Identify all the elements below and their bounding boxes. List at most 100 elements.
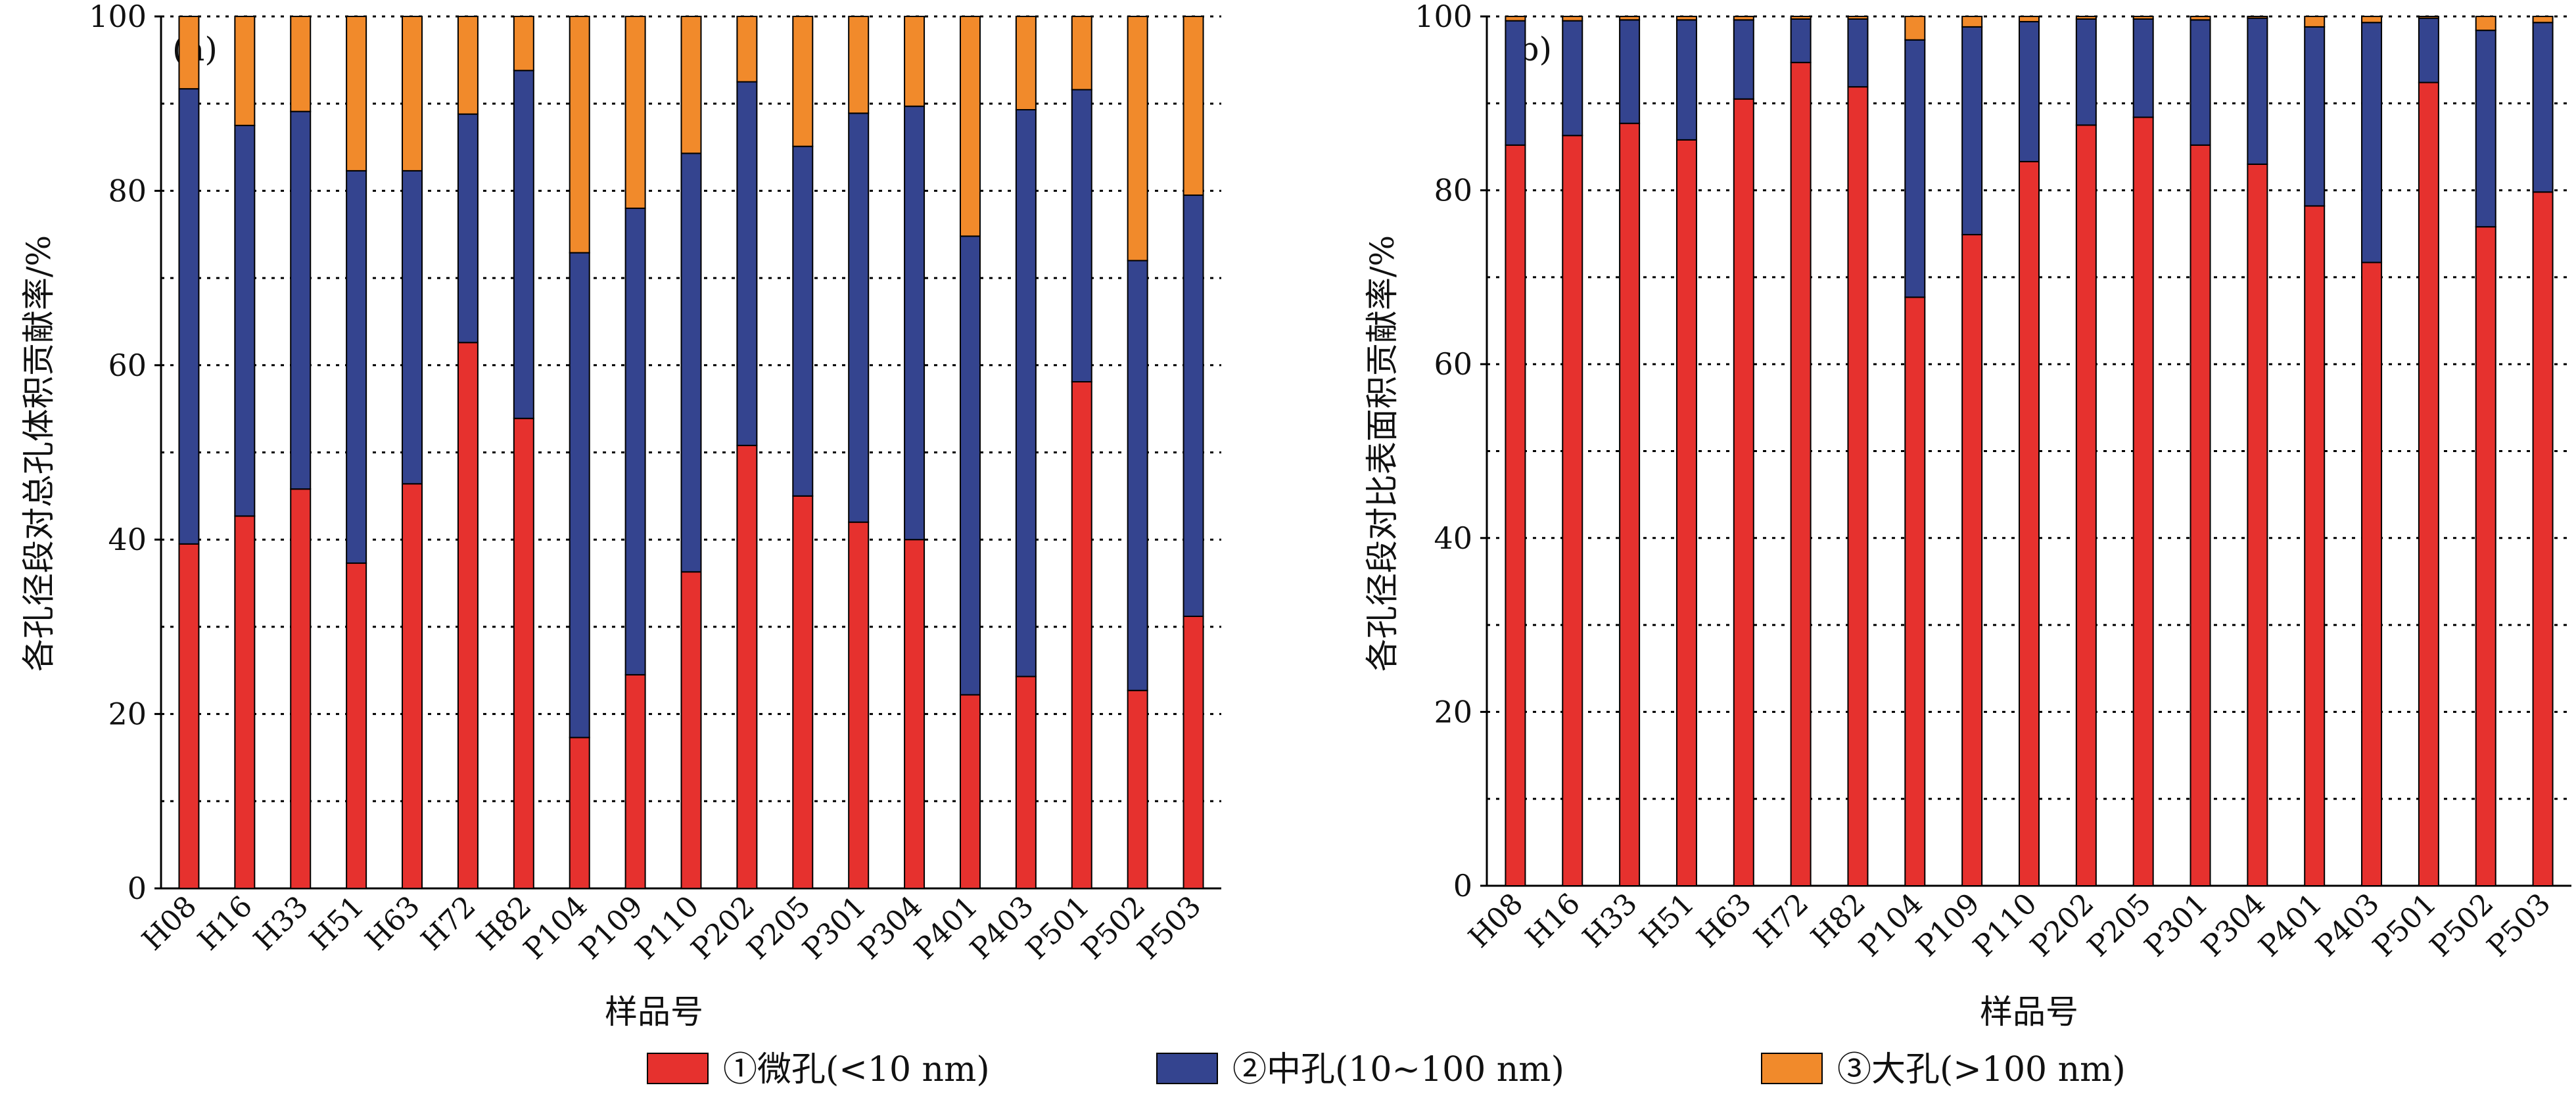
panel-b-bar-P202-series-2 (2075, 18, 2097, 126)
panel-b-bar-P202-series-1 (2075, 124, 2097, 886)
panel-a-bar-H16-series-3 (234, 16, 256, 126)
panel-b-bar-P110-series-1 (2019, 160, 2040, 886)
panel-a-x-tick-label: P304 (852, 890, 928, 966)
chart-panel-a: (a) 样品号 各孔径段对总孔体积贡献率/% 020406080100H08H1… (20, 0, 1221, 1031)
panel-a-bar-H72-series-1 (457, 342, 479, 889)
panel-b-bar-H51-series-3 (1675, 16, 1697, 21)
panel-b-bar-P109-series-3 (1961, 16, 1983, 28)
panel-b-bar-H33-series-2 (1619, 19, 1641, 124)
panel-a-x-tick-label: P110 (629, 890, 705, 966)
panel-b-bar-P403-series-3 (2361, 16, 2383, 24)
chart-legend: ①微孔(<10 nm) ②中孔(10~100 nm) ③大孔(>100 nm) (647, 1050, 2126, 1089)
panel-b-bar-P501-series-1 (2418, 81, 2439, 887)
panel-b-bar-P304-series-2 (2247, 17, 2268, 165)
panel-a-bar-P403-series-1 (1015, 675, 1037, 889)
panel-b-y-tick-label: 20 (1434, 694, 1472, 729)
panel-a-bar-P501-series-3 (1071, 16, 1092, 91)
panel-b-bar-H08-series-2 (1505, 20, 1526, 146)
panel-a-bar-H63-series-1 (402, 483, 423, 889)
panel-b-bar-H72-series-1 (1790, 62, 1812, 886)
panel-b-x-tick-label: H72 (1748, 887, 1815, 955)
panel-b-y-tick-label: 60 (1434, 346, 1472, 382)
panel-a-bar-P202-series-1 (736, 444, 758, 889)
panel-b-bar-P304-series-3 (2247, 16, 2268, 19)
panel-b-x-tick-label: H51 (1633, 887, 1701, 955)
panel-b-y-tick-label: 0 (1453, 868, 1472, 904)
panel-b-bar-P501-series-3 (2418, 16, 2439, 19)
panel-a-y-tick-label: 40 (108, 522, 147, 557)
panel-a-x-tick-label: P109 (573, 890, 649, 966)
legend-label-macropore: ③大孔(>100 nm) (1837, 1050, 2126, 1089)
panel-b-x-tick-label: P304 (2195, 887, 2272, 963)
panel-b-bar-H63-series-1 (1733, 98, 1754, 886)
panel-b-bar-H63-series-3 (1733, 16, 1754, 21)
panel-b-x-tick-label: P104 (1853, 887, 1929, 963)
panel-b-bar-H51-series-2 (1675, 19, 1697, 141)
panel-a-bar-H82-series-3 (513, 16, 534, 72)
legend-swatch-macropore (1761, 1053, 1823, 1084)
panel-a-bar-P109-series-2 (624, 207, 646, 675)
panel-b-bar-H08-series-3 (1505, 16, 1526, 22)
panel-a-bar-H51-series-2 (346, 170, 367, 564)
panel-b-x-tick-label: H16 (1519, 887, 1587, 955)
panel-b-bar-H72-series-3 (1790, 16, 1812, 20)
panel-b-x-tick-label: H33 (1576, 887, 1644, 955)
panel-b-bar-H51-series-1 (1675, 139, 1697, 887)
panel-b-bar-H63-series-2 (1733, 19, 1754, 100)
panel-b-bar-P503-series-3 (2532, 16, 2554, 24)
panel-b-bar-P110-series-2 (2019, 20, 2040, 162)
panel-b-x-tick-label: P501 (2366, 887, 2443, 963)
panel-b-x-tick-label: H63 (1691, 887, 1758, 955)
panel-a-bar-P104-series-2 (569, 252, 590, 739)
panel-b-y-tick-label: 100 (1415, 0, 1472, 34)
panel-a-bar-P502-series-1 (1127, 689, 1148, 889)
panel-b-bar-P401-series-2 (2304, 26, 2326, 207)
panel-b-bar-P503-series-1 (2532, 191, 2554, 887)
panel-a-bar-H33-series-1 (290, 488, 312, 889)
panel-a-bar-P205-series-1 (792, 495, 814, 889)
panel-a-y-tick-label: 60 (108, 348, 147, 383)
panel-b-x-tick-label: P109 (1910, 887, 1986, 963)
panel-a-bar-P401-series-1 (959, 694, 981, 889)
panel-b-bar-P401-series-3 (2304, 16, 2326, 28)
panel-a-x-tick-label: P202 (685, 890, 761, 966)
panel-a-bar-P304-series-1 (904, 539, 925, 889)
panel-a-bar-P304-series-3 (904, 16, 925, 107)
panel-b-bar-P109-series-1 (1961, 234, 1983, 886)
panel-b-bar-H16-series-1 (1562, 135, 1583, 887)
panel-a-y-tick-label: 80 (108, 173, 147, 208)
panel-b-bar-P403-series-2 (2361, 22, 2383, 263)
panel-b-bar-P503-series-2 (2532, 22, 2554, 193)
panel-b-bar-P109-series-2 (1961, 26, 1983, 236)
panel-b-x-tick-label: P202 (2024, 887, 2100, 963)
legend-label-mesopore: ②中孔(10~100 nm) (1232, 1050, 1564, 1089)
panel-b-bar-H33-series-1 (1619, 122, 1641, 886)
chart-panel-b: (b) 样品号 各孔径段对比表面积贡献率/% 020406080100H08H1… (1363, 0, 2571, 1031)
panel-b-bar-H33-series-3 (1619, 16, 1641, 21)
panel-a-bar-P110-series-3 (680, 16, 702, 154)
panel-b-bar-P205-series-2 (2132, 18, 2154, 118)
panel-a-y-tick-label: 0 (128, 871, 147, 906)
panel-a-y-axis-title: 各孔径段对总孔体积贡献率/% (20, 235, 58, 672)
panel-a-bar-P502-series-3 (1127, 16, 1148, 262)
panel-a-bar-H16-series-2 (234, 124, 256, 517)
panel-a-x-tick-label: H51 (303, 890, 371, 957)
panel-a-x-tick-label: P205 (741, 890, 817, 966)
panel-b-bar-H82-series-1 (1847, 86, 1869, 887)
panel-a-bar-P401-series-2 (959, 235, 981, 696)
panel-a-bar-P401-series-3 (959, 16, 981, 237)
panel-a-bar-P503-series-1 (1183, 615, 1204, 889)
panel-a-x-tick-label: H33 (247, 890, 315, 957)
panel-b-x-tick-label: P503 (2481, 887, 2557, 963)
legend-swatch-micropore (647, 1053, 709, 1084)
panel-a-bar-P301-series-1 (848, 521, 870, 889)
panel-a-bar-P403-series-2 (1015, 108, 1037, 677)
panel-b-bar-P104-series-2 (1904, 39, 1926, 298)
panel-a-y-tick-label: 100 (89, 0, 147, 34)
panel-b-x-tick-label: P401 (2253, 887, 2329, 963)
legend-label-micropore: ①微孔(<10 nm) (723, 1050, 990, 1089)
panel-a-x-tick-label: P301 (797, 890, 873, 966)
panel-a-x-tick-label: H72 (415, 890, 482, 957)
panel-a-bar-P109-series-3 (624, 16, 646, 209)
panel-b-y-axis-title: 各孔径段对比表面积贡献率/% (1363, 235, 1401, 672)
